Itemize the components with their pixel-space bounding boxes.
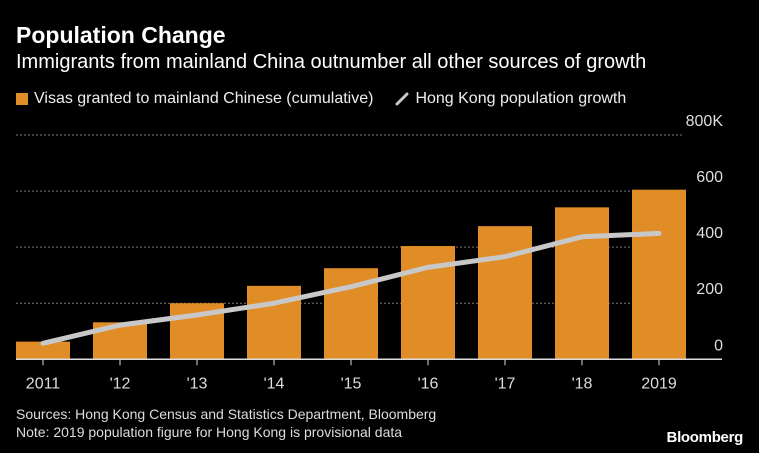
footnotes: Sources: Hong Kong Census and Statistics… — [16, 405, 436, 441]
y-tick-label: 400 — [696, 225, 723, 242]
legend: Visas granted to mainland Chinese (cumul… — [16, 90, 626, 108]
note-text: Note: 2019 population figure for Hong Ko… — [16, 424, 403, 440]
bar — [478, 226, 532, 360]
y-tick-label: 800K — [686, 113, 724, 130]
x-tick-label: '18 — [572, 375, 593, 392]
y-tick-label: 200 — [696, 281, 723, 298]
sources-text: Sources: Hong Kong Census and Statistics… — [16, 406, 437, 422]
chart-subtitle: Immigrants from mainland China outnumber… — [16, 51, 647, 73]
chart-plot: 0 200 400 600 800K 2011 '12 '13 '14 '15 '16 '17 '18 2… — [16, 113, 724, 392]
legend-label-visas: Visas granted to mainland Chinese (cumul… — [34, 90, 374, 107]
bar — [555, 207, 609, 360]
chart-title: Population Change — [16, 22, 226, 48]
x-tick-label: '15 — [341, 375, 362, 392]
y-tick-label: 600 — [696, 169, 723, 186]
x-tick-label: '16 — [418, 375, 439, 392]
x-tick-label: '17 — [495, 375, 516, 392]
population-growth-line — [40, 230, 662, 346]
x-tick-label: '14 — [264, 375, 285, 392]
legend-line-swatch — [395, 92, 409, 106]
y-tick-label: 0 — [714, 337, 723, 354]
x-tick-label: 2011 — [26, 375, 61, 392]
bar — [16, 341, 70, 360]
x-tick-label: 2019 — [641, 375, 677, 392]
bar — [632, 189, 686, 360]
x-tick-label: '12 — [110, 375, 131, 392]
legend-bar-swatch — [16, 93, 28, 105]
x-tick-label: '13 — [187, 375, 208, 392]
legend-label-population: Hong Kong population growth — [415, 90, 627, 107]
bloomberg-logo: Bloomberg — [666, 429, 744, 446]
